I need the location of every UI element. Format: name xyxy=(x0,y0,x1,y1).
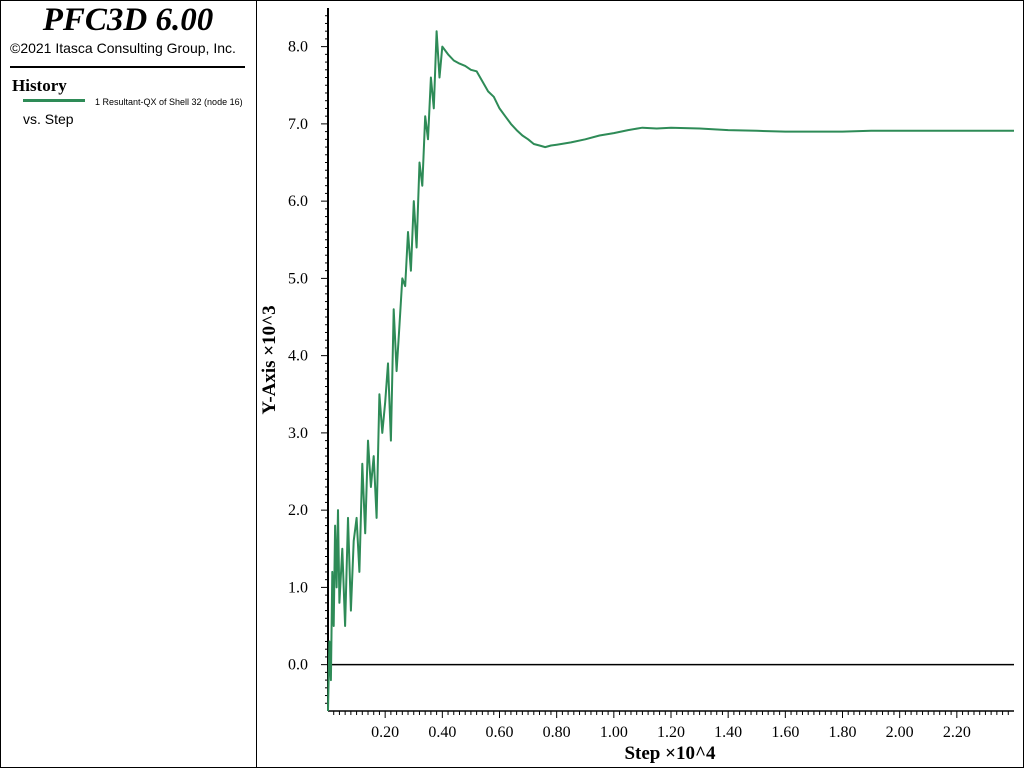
app-title: PFC3D 6.00 xyxy=(42,2,214,38)
legend-swatch xyxy=(23,99,85,102)
panel-divider xyxy=(256,0,257,768)
x-tick-label: 2.00 xyxy=(886,724,914,741)
y-tick-label: 4.0 xyxy=(288,348,308,365)
y-tick-label: 8.0 xyxy=(288,39,308,56)
x-tick-label: 1.60 xyxy=(771,724,799,741)
y-tick-label: 0.0 xyxy=(288,657,308,674)
legend-entry-label: 1 Resultant-QX of Shell 32 (node 16) xyxy=(95,97,243,107)
x-tick-label: 1.00 xyxy=(600,724,628,741)
x-tick-label: 0.20 xyxy=(371,724,399,741)
y-tick-label: 1.0 xyxy=(288,579,308,596)
y-tick-label: 6.0 xyxy=(288,193,308,210)
series-line xyxy=(327,30,1014,712)
y-axis-title: Y-Axis ×10^3 xyxy=(259,305,280,414)
legend-title: History xyxy=(12,76,67,95)
x-tick-label: 1.40 xyxy=(714,724,742,741)
y-tick-label: 5.0 xyxy=(288,270,308,287)
y-tick-label: 2.0 xyxy=(288,502,308,519)
x-tick-label: 2.20 xyxy=(943,724,971,741)
copyright-text: ©2021 Itasca Consulting Group, Inc. xyxy=(10,40,236,56)
x-axis-title: Step ×10^4 xyxy=(624,743,716,764)
y-tick-label: 3.0 xyxy=(288,425,308,442)
x-tick-label: 1.80 xyxy=(829,724,857,741)
y-tick-label: 7.0 xyxy=(288,116,308,133)
legend-vs-label: vs. Step xyxy=(23,111,74,127)
x-tick-label: 0.40 xyxy=(428,724,456,741)
header-rule xyxy=(10,66,245,68)
x-tick-label: 0.60 xyxy=(486,724,514,741)
x-tick-label: 0.80 xyxy=(543,724,571,741)
x-tick-label: 1.20 xyxy=(657,724,685,741)
